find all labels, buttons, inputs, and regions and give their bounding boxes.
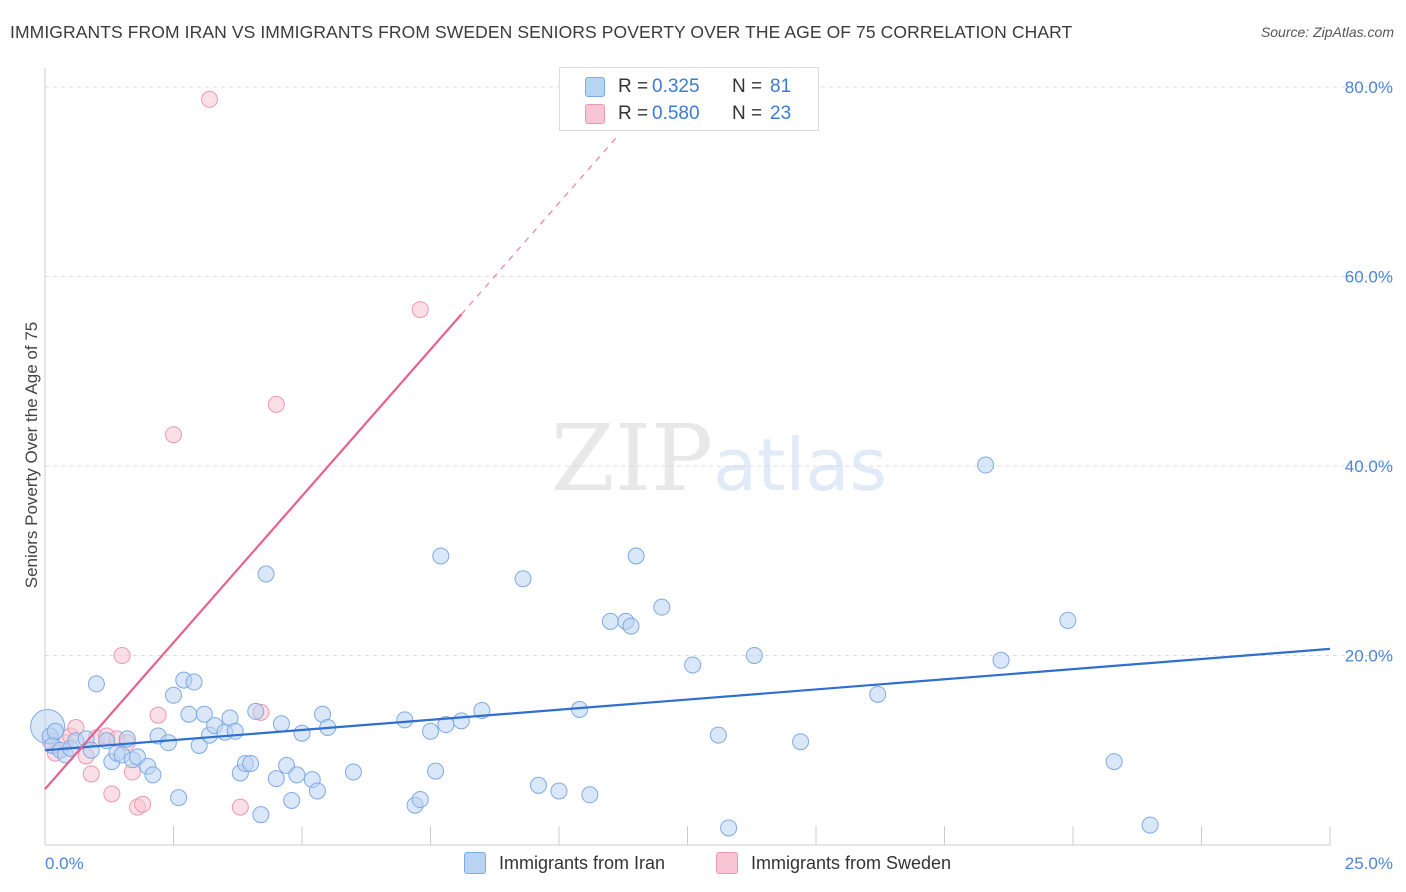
iran-point — [1141, 816, 1159, 834]
iran-point — [185, 673, 203, 691]
series-iran-points — [30, 456, 1159, 837]
iran-point — [170, 789, 188, 807]
iran-point — [720, 819, 738, 837]
gridlines — [45, 86, 1392, 656]
iran-point — [293, 724, 311, 742]
iran-point — [529, 776, 547, 794]
watermark-zip: ZIP — [551, 405, 713, 512]
iran-point — [653, 598, 671, 616]
x-tick-label: 0.0% — [45, 854, 84, 873]
iran-point — [601, 612, 619, 630]
x-tick-label: 25.0% — [1345, 854, 1393, 873]
y-tick-label: 60.0% — [1345, 267, 1393, 286]
sweden-point — [200, 90, 218, 108]
iran-point — [257, 565, 275, 583]
n-label: N = — [732, 103, 763, 124]
iran-point — [82, 741, 100, 759]
watermark: ZIP atlas — [551, 405, 887, 512]
iran-point — [581, 786, 599, 804]
y-tick-label: 40.0% — [1345, 457, 1393, 476]
iran-point — [267, 770, 285, 788]
legend-label-sweden: Immigrants from Sweden — [751, 852, 952, 873]
iran-point — [622, 617, 640, 635]
iran-point — [226, 722, 244, 740]
iran-point — [514, 570, 532, 588]
sweden-point — [113, 646, 131, 664]
iran-swatch — [464, 852, 486, 874]
ticks — [44, 826, 1331, 845]
iran-point — [684, 656, 702, 674]
sweden-point — [267, 395, 285, 413]
iran-trendline — [44, 647, 1331, 752]
sweden-trendline-extension — [460, 133, 620, 315]
iran-point — [288, 766, 306, 784]
sweden-trendline — [44, 313, 463, 790]
iran-point — [344, 763, 362, 781]
r-label: R = — [618, 103, 649, 124]
n-value-sweden: 23 — [770, 103, 792, 124]
legend-item-sweden[interactable]: Immigrants from Sweden — [716, 852, 951, 874]
r-value-iran: 0.325 — [652, 76, 700, 97]
iran-point — [180, 705, 198, 723]
sweden-point — [411, 301, 429, 319]
iran-point — [977, 456, 995, 474]
source-label: Source: ZipAtlas.com — [1260, 24, 1394, 40]
iran-point — [709, 726, 727, 744]
iran-point — [159, 734, 177, 752]
iran-point — [195, 705, 213, 723]
iran-point — [252, 806, 270, 824]
iran-point — [396, 711, 414, 729]
iran-point — [242, 755, 260, 773]
iran-swatch — [585, 77, 605, 97]
r-label: R = — [618, 76, 649, 97]
y-tick-label: 20.0% — [1345, 646, 1393, 665]
sweden-point — [165, 426, 182, 444]
iran-point — [422, 722, 439, 740]
iran-point — [869, 685, 887, 703]
iran-point — [247, 702, 265, 720]
tick-labels: 20.0% 40.0% 60.0% 80.0% 0.0% 25.0% — [45, 78, 1393, 873]
iran-point — [427, 762, 445, 780]
iran-point — [411, 791, 429, 809]
legend-item-iran[interactable]: Immigrants from Iran — [464, 852, 665, 874]
iran-point — [1105, 753, 1123, 771]
n-value-iran: 81 — [770, 76, 792, 97]
correlation-legend: R = 0.325 N = 81 R = 0.580 N = 23 — [559, 67, 819, 131]
watermark-atlas: atlas — [713, 423, 887, 507]
iran-point — [550, 782, 568, 800]
iran-point — [992, 651, 1010, 669]
iran-point — [1059, 611, 1077, 629]
iran-point — [745, 646, 763, 664]
chart-title: IMMIGRANTS FROM IRAN VS IMMIGRANTS FROM … — [10, 22, 1073, 42]
sweden-point — [134, 795, 152, 813]
iran-point — [308, 782, 326, 800]
iran-point — [283, 791, 301, 809]
iran-point — [87, 675, 105, 693]
iran-point — [144, 766, 162, 784]
iran-point — [46, 722, 64, 740]
iran-point — [792, 733, 810, 751]
r-value-sweden: 0.580 — [652, 103, 700, 124]
iran-point — [165, 686, 182, 704]
legend-label-iran: Immigrants from Iran — [499, 852, 666, 873]
iran-point — [432, 547, 450, 565]
sweden-point — [82, 765, 100, 783]
iran-point — [627, 547, 645, 565]
n-label: N = — [732, 76, 763, 97]
sweden-swatch — [716, 852, 738, 874]
sweden-point — [149, 706, 167, 724]
sweden-point — [103, 785, 121, 803]
y-tick-label: 80.0% — [1345, 78, 1393, 97]
iran-point — [272, 715, 290, 733]
iran-point — [452, 712, 470, 730]
sweden-swatch — [585, 104, 605, 124]
sweden-point — [231, 798, 249, 816]
series-sweden-points — [41, 90, 429, 816]
trendlines — [44, 133, 1331, 790]
